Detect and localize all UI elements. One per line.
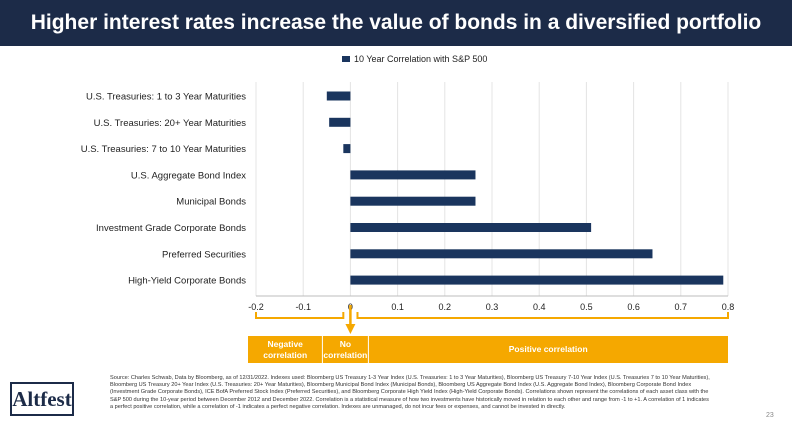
altfest-logo: Altfest — [10, 382, 74, 416]
bar — [350, 196, 476, 206]
category-label: U.S. Treasuries: 20+ Year Maturities — [94, 118, 247, 129]
negative-correlation-label-line-2: correlation — [263, 350, 307, 360]
x-tick-label: -0.2 — [248, 302, 264, 312]
slide-title: Higher interest rates increase the value… — [30, 11, 762, 34]
category-label: Preferred Securities — [162, 249, 246, 260]
bar — [343, 144, 351, 154]
category-label: Municipal Bonds — [176, 197, 246, 208]
annotation-bracket — [255, 312, 345, 319]
positive-correlation-label: Positive correlation — [509, 344, 588, 354]
category-label: U.S. Treasuries: 7 to 10 Year Maturities — [81, 144, 247, 155]
no-correlation-label-line-2: correlation — [323, 350, 367, 360]
x-tick-label: -0.1 — [295, 302, 311, 312]
category-label: U.S. Aggregate Bond Index — [131, 170, 246, 181]
no-correlation-arrowhead — [345, 324, 356, 334]
x-tick-label: 0.1 — [391, 302, 404, 312]
annotation-bracket — [356, 312, 729, 319]
correlation-band — [248, 336, 728, 363]
title-banner — [0, 0, 792, 46]
x-tick-label: 0.3 — [486, 302, 499, 312]
bar — [350, 223, 592, 232]
x-tick-label: 0.4 — [533, 302, 546, 312]
negative-correlation-label-line-1: Negative — [267, 339, 303, 349]
legend-swatch — [342, 56, 350, 62]
x-tick-label: 0.8 — [722, 302, 735, 312]
chart-legend: 10 Year Correlation with S&P 500 — [342, 52, 487, 66]
source-note: Source: Charles Schwab, Data by Bloomber… — [110, 375, 710, 410]
page-number: 23 — [766, 412, 774, 419]
bar — [350, 249, 653, 259]
bar — [326, 91, 351, 101]
bar — [350, 275, 724, 285]
category-label: U.S. Treasuries: 1 to 3 Year Maturities — [86, 92, 246, 103]
legend-label: 10 Year Correlation with S&P 500 — [354, 54, 488, 64]
no-correlation-label-line-1: No — [340, 339, 351, 349]
x-tick-label: 0.6 — [627, 302, 640, 312]
x-tick-label: 0.2 — [439, 302, 452, 312]
x-tick-label: 0.7 — [675, 302, 688, 312]
category-label: High-Yield Corporate Bonds — [128, 276, 246, 287]
bar — [329, 117, 351, 127]
category-label: Investment Grade Corporate Bonds — [96, 223, 246, 234]
x-tick-label: 0.5 — [580, 302, 593, 312]
bar — [350, 170, 476, 180]
